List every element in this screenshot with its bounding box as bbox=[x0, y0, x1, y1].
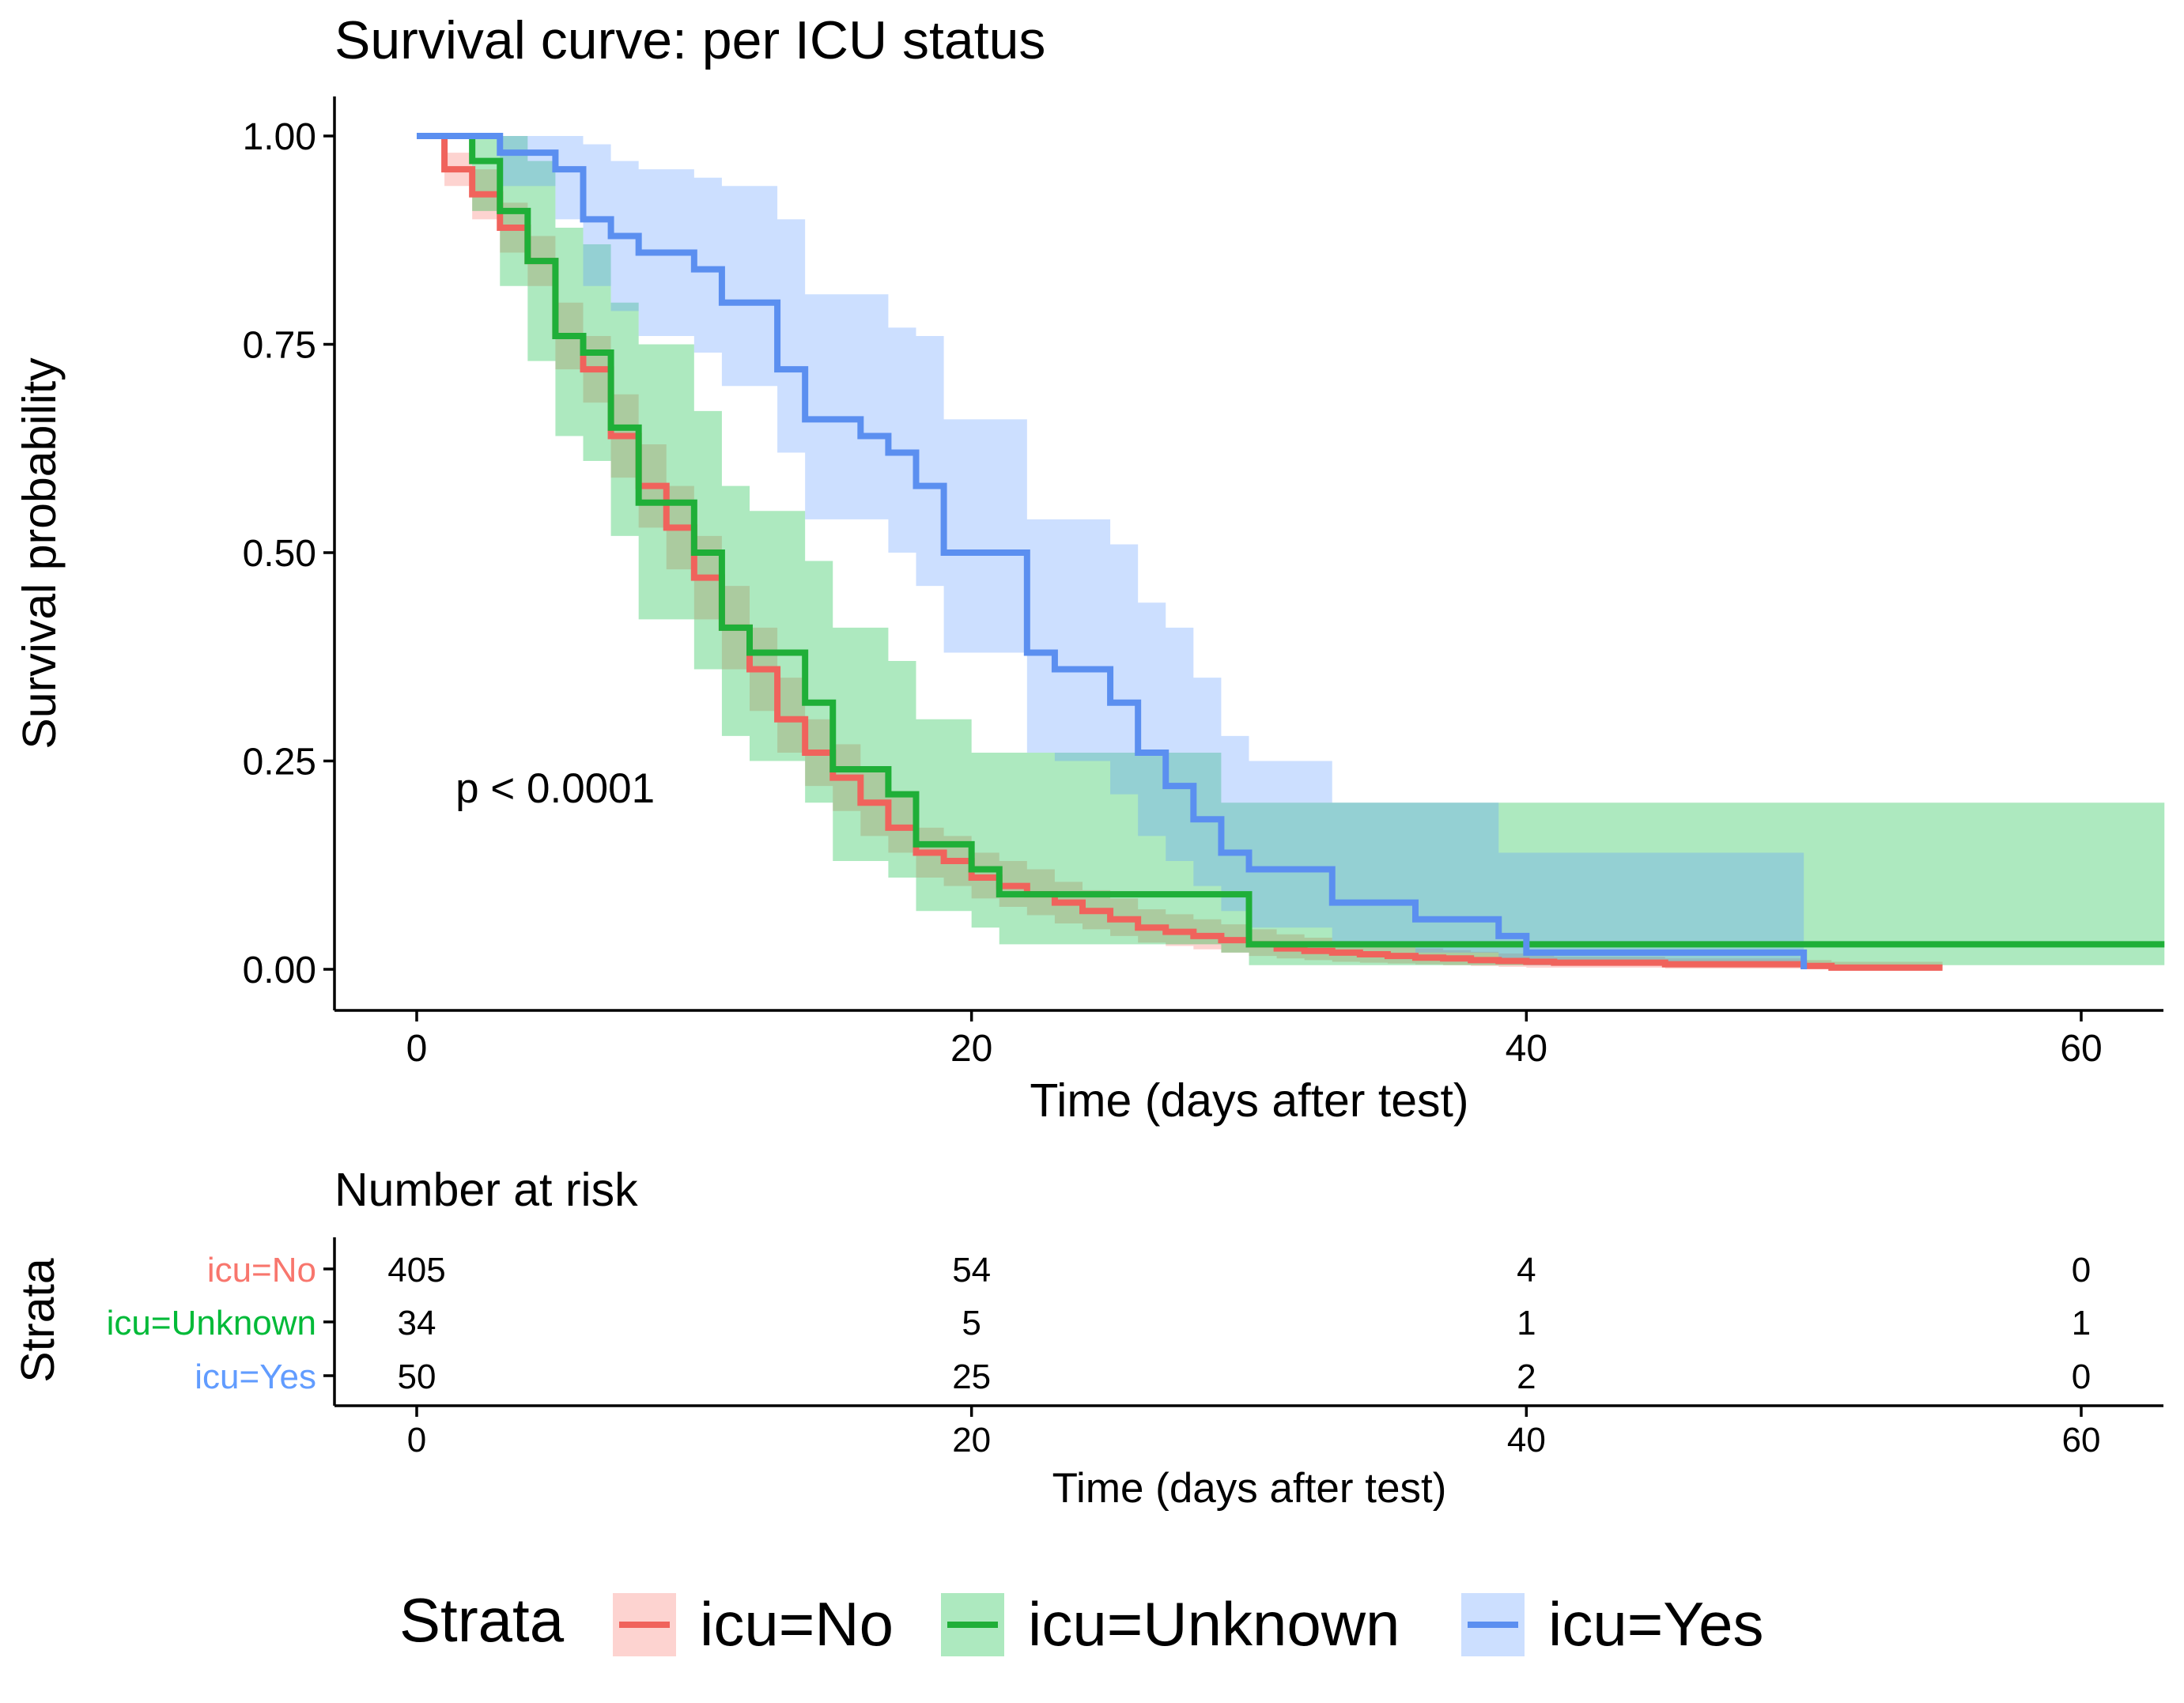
legend-label-icu-no: icu=No bbox=[700, 1589, 894, 1659]
legend-label-icu-unknown: icu=Unknown bbox=[1028, 1589, 1400, 1659]
ci-band-icu-yes bbox=[417, 136, 1804, 969]
risk-count-icu-no-t0: 405 bbox=[387, 1251, 445, 1290]
risk-count-icu-yes-t20: 25 bbox=[952, 1357, 991, 1396]
risk-count-icu-no-t60: 0 bbox=[2072, 1251, 2091, 1290]
risk-row-label-icu-unknown: icu=Unknown bbox=[107, 1304, 316, 1342]
risk-count-icu-unknown-t20: 5 bbox=[962, 1304, 981, 1342]
p-value-annotation: p < 0.0001 bbox=[455, 765, 655, 812]
legend: Strata icu=No icu=Unknown icu=Yes bbox=[399, 1585, 1764, 1659]
x-tick-label: 20 bbox=[950, 1028, 992, 1070]
risk-table-title: Number at risk bbox=[334, 1164, 638, 1216]
risk-count-icu-unknown-t0: 34 bbox=[398, 1304, 436, 1342]
main-plot: Survival curve: per ICU status 0.000.250… bbox=[13, 10, 2165, 1127]
risk-count-icu-unknown-t40: 1 bbox=[1517, 1304, 1536, 1342]
risk-count-icu-no-t40: 4 bbox=[1517, 1251, 1536, 1290]
risk-y-axis-title: Strata bbox=[12, 1258, 64, 1383]
y-tick-label: 0.25 bbox=[243, 742, 316, 784]
legend-items: icu=No icu=Unknown icu=Yes bbox=[613, 1589, 1764, 1659]
legend-title: Strata bbox=[399, 1585, 565, 1655]
chart-title: Survival curve: per ICU status bbox=[334, 10, 1045, 70]
risk-row-label-icu-no: icu=No bbox=[207, 1251, 316, 1290]
risk-count-icu-yes-t60: 0 bbox=[2072, 1357, 2091, 1396]
y-tick-label: 0.50 bbox=[243, 533, 316, 575]
survival-line-icu-yes bbox=[417, 133, 1808, 969]
risk-x-axis-title: Time (days after test) bbox=[1052, 1465, 1447, 1512]
y-tick-label: 1.00 bbox=[243, 116, 316, 158]
x-axis-title: Time (days after test) bbox=[1030, 1074, 1468, 1127]
survival-line-icu-unknown bbox=[417, 133, 2165, 948]
risk-x-axis-ticks: 0 20 40 60 bbox=[407, 1406, 2101, 1459]
y-axis-title: Survival probability bbox=[13, 357, 66, 750]
y-tick-label: 0.75 bbox=[243, 325, 316, 367]
x-tick-label: 60 bbox=[2060, 1028, 2102, 1070]
risk-rows: icu=No 405 54 4 0 icu=Unknown 34 5 1 1 icu=Yes 50 25… bbox=[107, 1251, 2091, 1396]
x-tick-label: 40 bbox=[1506, 1028, 1547, 1070]
risk-x-tick-label: 0 bbox=[407, 1421, 426, 1459]
risk-x-tick-label: 40 bbox=[1507, 1421, 1546, 1459]
x-tick-label: 0 bbox=[406, 1028, 428, 1070]
risk-count-icu-yes-t0: 50 bbox=[398, 1357, 436, 1396]
survival-curves bbox=[417, 133, 2165, 971]
x-axis-ticks: 0 20 40 60 bbox=[406, 1010, 2103, 1070]
risk-count-icu-yes-t40: 2 bbox=[1517, 1357, 1536, 1396]
legend-label-icu-yes: icu=Yes bbox=[1548, 1589, 1764, 1659]
risk-x-tick-label: 20 bbox=[952, 1421, 991, 1459]
risk-count-icu-unknown-t60: 1 bbox=[2072, 1304, 2091, 1342]
risk-x-tick-label: 60 bbox=[2062, 1421, 2101, 1459]
confidence-bands bbox=[417, 136, 2165, 969]
ci-band-icu-unknown bbox=[417, 136, 2165, 965]
risk-count-icu-no-t20: 54 bbox=[952, 1251, 991, 1290]
y-tick-label: 0.00 bbox=[243, 950, 316, 991]
y-axis-ticks: 0.00 0.25 0.50 0.75 1.00 bbox=[243, 116, 334, 991]
risk-row-label-icu-yes: icu=Yes bbox=[195, 1357, 316, 1396]
